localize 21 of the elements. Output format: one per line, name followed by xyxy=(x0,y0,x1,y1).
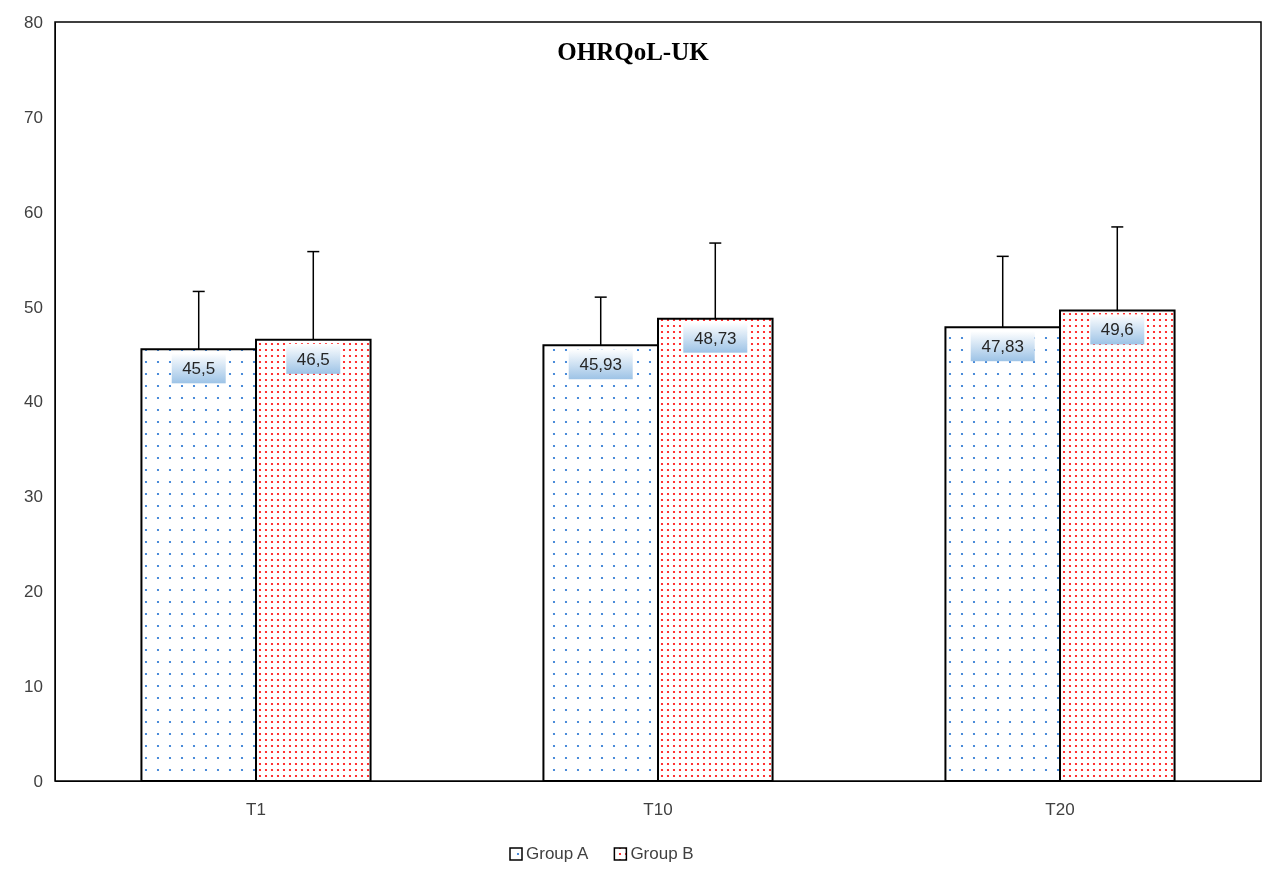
data-label: 49,6 xyxy=(1100,320,1134,340)
y-tick-label: 50 xyxy=(24,297,43,317)
y-tick-label: 70 xyxy=(24,107,43,127)
y-tick-label: 60 xyxy=(24,202,43,222)
y-tick-label: 40 xyxy=(24,392,43,412)
legend-label: Group A xyxy=(526,844,590,863)
y-tick-label: 10 xyxy=(24,677,43,697)
data-label: 45,5 xyxy=(182,359,216,379)
data-label: 48,73 xyxy=(694,328,737,348)
y-tick-label: 30 xyxy=(24,487,43,507)
data-label: 45,93 xyxy=(579,355,622,375)
y-tick-label: 80 xyxy=(24,12,43,32)
x-tick-label: T1 xyxy=(246,800,266,820)
x-tick-label: T20 xyxy=(1045,800,1075,820)
x-tick-label: T10 xyxy=(643,800,673,820)
y-tick-label: 0 xyxy=(33,771,43,791)
data-label: 47,83 xyxy=(981,337,1024,357)
y-tick-label: 20 xyxy=(24,582,43,602)
legend-label: Group B xyxy=(630,844,694,863)
data-label: 46,5 xyxy=(296,349,330,369)
text: OHRQoL-UK xyxy=(557,38,710,65)
